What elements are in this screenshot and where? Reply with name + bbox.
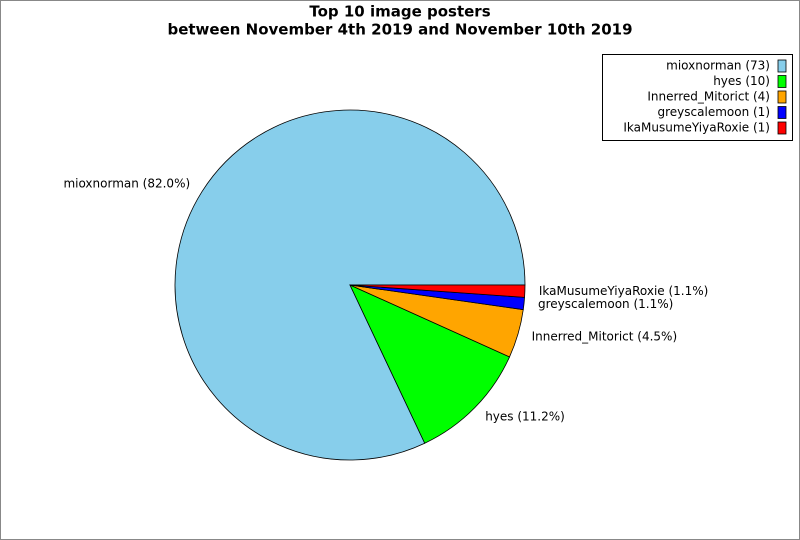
pie-slice bbox=[349, 284, 511, 444]
slice-label: Innerred_Mitorict (4.5%) bbox=[532, 330, 678, 344]
legend-label: greyscalemoon (1) bbox=[658, 105, 770, 119]
legend-swatch bbox=[777, 59, 787, 73]
legend-label: Innerred_Mitorict (4) bbox=[647, 90, 770, 104]
slice-label: IkaMusumeYiyaRoxie (1.1%) bbox=[539, 284, 708, 298]
legend-swatch bbox=[777, 75, 787, 88]
slice-label: mioxnorman (82.0%) bbox=[63, 177, 190, 191]
pie-slice bbox=[349, 284, 526, 298]
chart-subtitle: between November 4th 2019 and November 1… bbox=[167, 21, 632, 39]
legend-label: hyes (10) bbox=[713, 74, 770, 88]
chart-title: Top 10 image posters bbox=[309, 3, 490, 21]
slice-label: hyes (11.2%) bbox=[485, 410, 565, 424]
legend-swatch bbox=[777, 90, 787, 104]
slice-label: greyscalemoon (1.1%) bbox=[538, 297, 673, 311]
legend-box bbox=[602, 54, 793, 141]
legend-swatch bbox=[777, 121, 787, 135]
legend-label: IkaMusumeYiyaRoxie (1) bbox=[623, 121, 770, 135]
legend-swatch bbox=[777, 106, 787, 119]
legend-label: mioxnorman (73) bbox=[666, 59, 770, 73]
